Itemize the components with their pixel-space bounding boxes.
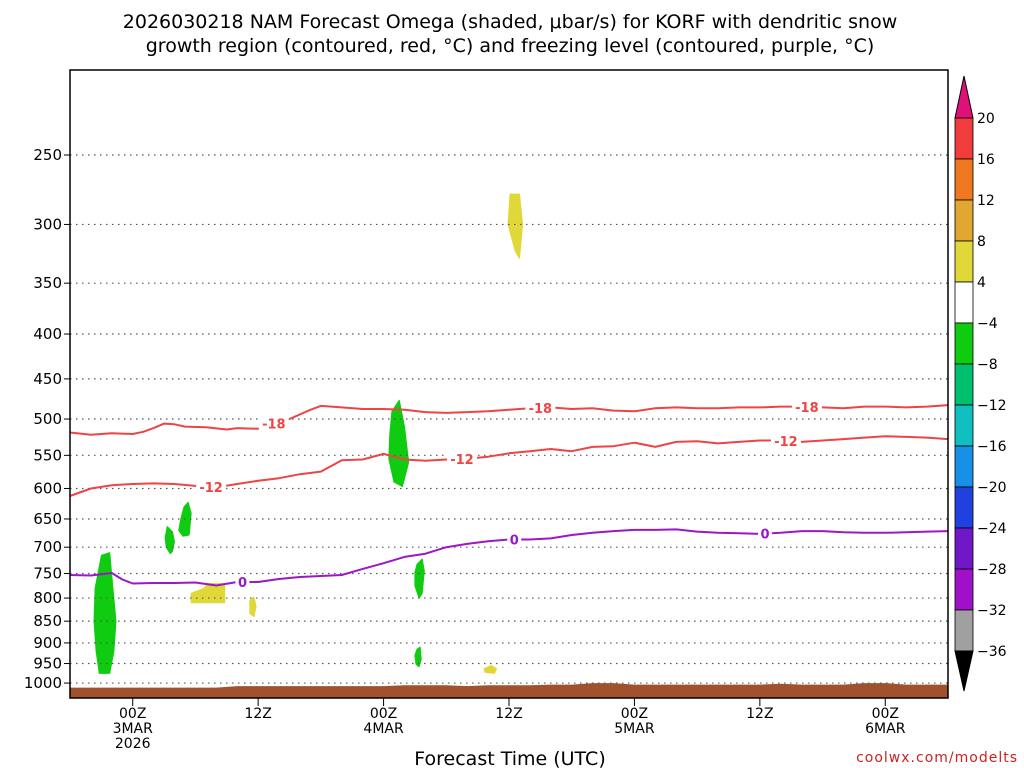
colorbar-label-7: −8 <box>977 357 998 373</box>
x-tick-label-2-1: 4MAR <box>363 721 404 737</box>
x-tick-label-4-1: 5MAR <box>614 721 655 737</box>
y-tick-label-550: 550 <box>33 446 62 464</box>
contour-label-bg-2-2 <box>758 525 773 542</box>
x-tick-label-2-0: 00Z <box>370 706 397 722</box>
y-tick-label-750: 750 <box>33 564 62 582</box>
omega-area-5 <box>414 558 425 599</box>
x-tick-label-0-2: 2026 <box>115 736 151 752</box>
y-tick-label-400: 400 <box>33 325 62 343</box>
y-tick-label-1000: 1000 <box>24 674 62 692</box>
colorbar-label-2: 16 <box>977 152 995 168</box>
colorbar-label-14: −36 <box>977 644 1007 660</box>
colorbar-label-3: 12 <box>977 193 995 209</box>
colorbar-band-3 <box>954 199 974 242</box>
contour-label-1-0: -12 <box>199 481 223 496</box>
y-tick-label-850: 850 <box>33 612 62 630</box>
colorbar-label-6: −4 <box>977 316 998 332</box>
omega-colorbar: 20 16 12 8 4 −4 −8 −12 −16 −20 −24 −28 −32 −36 <box>954 75 1007 692</box>
y-tick-label-450: 450 <box>33 370 62 388</box>
colorbar-band-6 <box>954 322 974 365</box>
colorbar-label-11: −24 <box>977 521 1007 537</box>
x-tick-label-5-0: 12Z <box>746 706 773 722</box>
contour-label-1-1: -12 <box>450 453 474 468</box>
y-tick-label-650: 650 <box>33 510 62 528</box>
colorbar-band-5 <box>954 281 974 324</box>
colorbar-band-9 <box>954 445 974 488</box>
contour-layer: -18 -18 -18 -12 -12 -12 0 0 0 <box>69 398 949 591</box>
contour-label-bg-1-1 <box>446 450 477 467</box>
x-tick-label-6-0: 00Z <box>872 706 899 722</box>
colorbar-band-13 <box>954 609 974 652</box>
colorbar-band-11 <box>954 527 974 570</box>
colorbar-band-7 <box>954 363 974 406</box>
colorbar-band-12 <box>954 568 974 611</box>
omega-area-6 <box>414 646 422 668</box>
x-tick-label-1-0: 12Z <box>244 706 271 722</box>
y-tick-label-800: 800 <box>33 589 62 607</box>
contour-label-2-2: 0 <box>761 528 770 543</box>
x-tick-label-4-0: 00Z <box>621 706 648 722</box>
omega-area-9 <box>249 596 257 618</box>
pressure-axis: 250 300 350 400 450 500 550 600 650 700 750 800 850 9… <box>24 146 70 692</box>
x-tick-label-0-1: 3MAR <box>113 721 154 737</box>
x-tick-label-6-1: 6MAR <box>865 721 906 737</box>
colorbar-label-9: −16 <box>977 439 1007 455</box>
y-tick-label-300: 300 <box>33 215 62 233</box>
y-tick-label-900: 900 <box>33 634 62 652</box>
omega-shading-layer <box>93 193 524 674</box>
colorbar-label-1: 20 <box>977 111 995 127</box>
y-tick-label-600: 600 <box>33 479 62 497</box>
contour-label-0-2: -18 <box>795 401 819 416</box>
contour-label-bg-0-0 <box>258 415 289 432</box>
colorbar-label-10: −20 <box>977 480 1007 496</box>
contour-label-1-2: -12 <box>774 435 798 450</box>
colorbar-band-2 <box>954 158 974 201</box>
contour-label-bg-1-0 <box>196 478 227 495</box>
colorbar-band-4 <box>954 240 974 283</box>
omega-area-10 <box>483 665 497 674</box>
y-tick-label-250: 250 <box>33 146 62 164</box>
omega-area-1 <box>93 552 117 674</box>
contour-label-2-1: 0 <box>510 534 519 549</box>
contour-label-0-0: -18 <box>262 418 286 433</box>
contour-label-0-1: -18 <box>529 402 553 417</box>
plot-background <box>70 70 948 698</box>
contour-label-bg-0-2 <box>791 398 822 415</box>
colorbar-under-arrow <box>954 650 974 692</box>
terrain-fill <box>70 683 948 698</box>
terrain-layer <box>70 683 948 698</box>
contour-label-bg-0-1 <box>525 399 556 416</box>
contour-label-bg-1-2 <box>770 432 801 449</box>
x-tick-label-0-0: 00Z <box>119 706 146 722</box>
contour-label-bg-2-1 <box>507 531 522 548</box>
plot-area <box>70 70 948 698</box>
y-tick-label-700: 700 <box>33 538 62 556</box>
colorbar-label-13: −32 <box>977 603 1007 619</box>
colorbar-over-arrow <box>954 75 974 119</box>
contour-line-0 <box>69 528 949 587</box>
colorbar-band-10 <box>954 486 974 529</box>
colorbar-label-12: −28 <box>977 562 1007 578</box>
chart-title-line-2: growth region (contoured, red, °C) and f… <box>146 35 875 57</box>
colorbar-band-8 <box>954 404 974 447</box>
x-tick-label-3-0: 12Z <box>495 706 522 722</box>
credit-label: coolwx.com/modelts <box>856 750 1018 766</box>
colorbar-label-5: 4 <box>977 275 986 291</box>
x-axis-label: Forecast Time (UTC) <box>414 748 605 768</box>
colorbar-label-8: −12 <box>977 398 1007 414</box>
contour-label-2-0: 0 <box>238 576 247 591</box>
chart-title-line-1: 2026030218 NAM Forecast Omega (shaded, μ… <box>123 11 897 33</box>
y-tick-label-350: 350 <box>33 274 62 292</box>
colorbar-band-1 <box>954 117 974 160</box>
y-tick-label-950: 950 <box>33 655 62 673</box>
colorbar-label-4: 8 <box>977 234 986 250</box>
contour-label-bg-2-0 <box>235 574 250 591</box>
contour-line-minus18 <box>69 404 949 436</box>
y-tick-label-500: 500 <box>33 410 62 428</box>
